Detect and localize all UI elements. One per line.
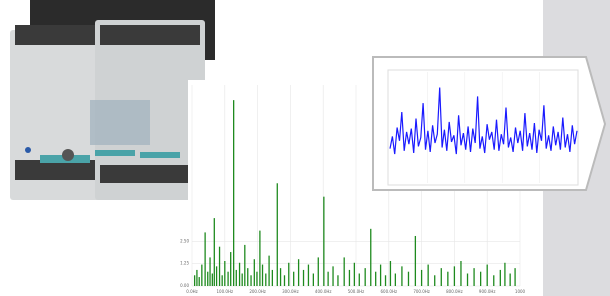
device-photo — [10, 0, 215, 200]
x-tick-label: 500.0Hz — [348, 289, 365, 294]
y-tick-label: 2.50 — [180, 238, 189, 243]
x-tick-label: 1000 — [515, 289, 526, 294]
x-tick-label: 800.0Hz — [446, 289, 463, 294]
scene: 0.0Hz 100.0Hz 200.0Hz 300.0Hz 400.0Hz 500.0Hz… — [0, 0, 610, 296]
x-tick-label: 200.0Hz — [249, 289, 266, 294]
y-tick-label: 1.25 — [180, 261, 189, 266]
x-tick-label: 900.0Hz — [479, 289, 496, 294]
x-tick-label: 400.0Hz — [315, 289, 332, 294]
x-tick-label: 0.0Hz — [186, 289, 197, 294]
x-tick-label: 100.0Hz — [217, 289, 234, 294]
x-tick-label: 300.0Hz — [282, 289, 299, 294]
x-tick-label: 600.0Hz — [381, 289, 398, 294]
y-tick-label: 0.00 — [180, 283, 189, 288]
x-tick-label: 700.0Hz — [413, 289, 430, 294]
